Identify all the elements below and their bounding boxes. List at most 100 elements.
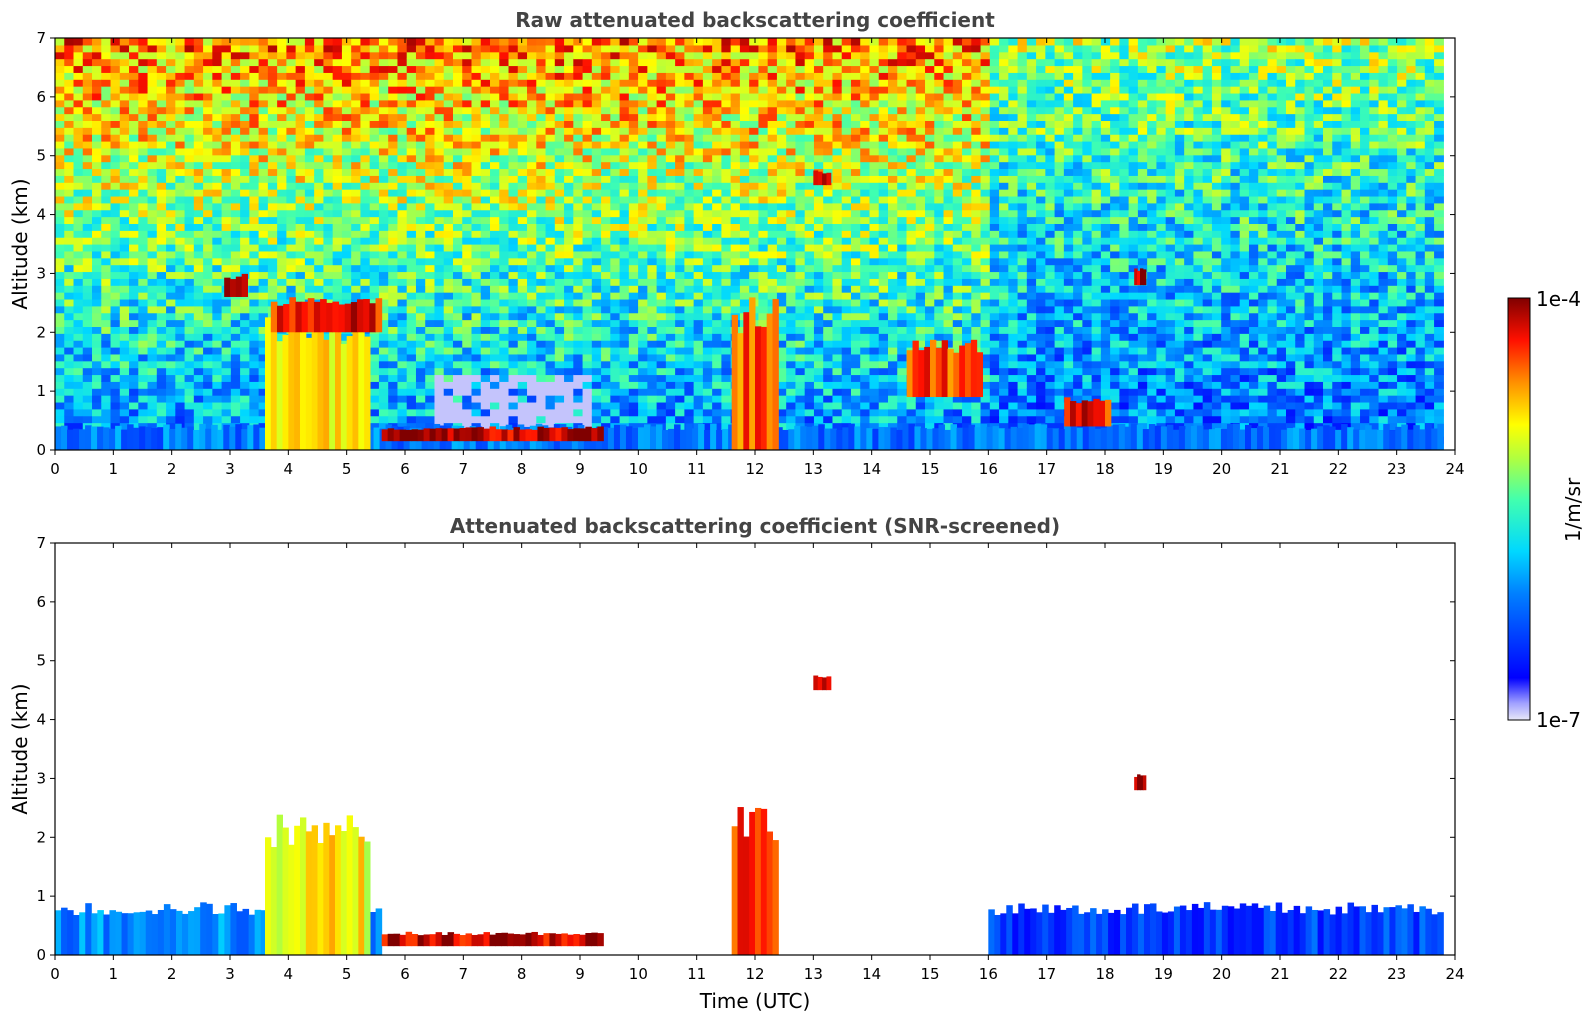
heatmap-cell [480,65,491,73]
heatmap-cell [693,92,704,101]
heatmap-cell [601,141,611,149]
heatmap-cell [277,65,287,73]
heatmap-cell [499,326,510,334]
heatmap-cell [434,367,445,376]
heatmap-cell [119,298,130,307]
heatmap-cell [480,340,491,348]
heatmap-cell [304,264,315,273]
heatmap-cell [64,347,75,355]
heatmap-cell [119,120,130,128]
heatmap-cell [527,381,537,389]
heatmap-cell [527,92,537,101]
heatmap-cell [425,58,436,67]
heatmap-cell [702,415,713,424]
heatmap-cell [499,189,510,197]
heatmap-cell [351,216,362,224]
heatmap-cell [64,381,75,389]
heatmap-cell [119,395,130,403]
heatmap-cell [212,134,223,142]
heatmap-cell [490,298,500,307]
heatmap-cell [110,244,121,252]
heatmap-cell [564,415,574,424]
heatmap-cell [554,415,565,424]
heatmap-cell [166,353,176,362]
heatmap-cell [776,250,787,259]
heatmap-cell [425,202,436,211]
heatmap-cell [397,244,408,252]
heatmap-cell [730,195,741,204]
heatmap-cell [443,312,454,321]
heatmap-cell [536,408,547,417]
heatmap-cell [138,278,149,286]
heatmap-cell [360,202,371,211]
heatmap-cell [314,257,325,266]
heatmap-cell [193,182,204,190]
heatmap-cell [129,347,139,355]
heatmap-cell [184,388,195,396]
heatmap-cell [776,154,787,163]
heatmap-cell [193,347,204,355]
heatmap-cell [749,292,760,300]
heatmap-cell [730,285,741,293]
heatmap-cell [203,223,213,231]
heatmap-cell [304,86,315,94]
heatmap-cell [527,38,537,46]
heatmap-cell [712,271,722,279]
heatmap-cell [378,292,389,300]
heatmap-cell [258,298,269,307]
heatmap-cell [536,79,547,87]
heatmap-cell [166,189,176,197]
heatmap-cell [508,44,519,53]
heatmap-cell [434,271,445,279]
heatmap-cell [369,271,380,279]
heatmap-cell [240,175,250,183]
heatmap-cell [693,175,704,183]
heatmap-cell [332,147,343,156]
heatmap-cell [758,257,769,266]
heatmap-cell [517,244,528,252]
heatmap-cell [786,395,797,403]
heatmap-cell [378,401,389,410]
heatmap-cell [230,99,241,108]
heatmap-cell [184,51,195,60]
heatmap-cell [536,395,547,403]
heatmap-cell [665,106,676,115]
heatmap-cell [490,120,500,128]
heatmap-cell [304,230,315,238]
heatmap-cell [184,292,195,300]
heatmap-cell [425,347,436,355]
heatmap-cell [110,401,121,410]
heatmap-cell [203,395,213,403]
heatmap-cell [129,79,139,87]
heatmap-cell [638,72,648,80]
heatmap-cell [758,147,769,156]
heatmap-cell [527,298,537,307]
heatmap-cell [656,408,667,417]
heatmap-cell [554,72,565,80]
heatmap-cell [249,381,260,389]
heatmap-cell [55,79,65,87]
heatmap-cell [610,408,621,417]
heatmap-cell [138,72,149,80]
heatmap-cell [119,182,130,190]
heatmap-cell [693,141,704,149]
heatmap-cell [434,340,445,348]
heatmap-cell [647,58,658,67]
heatmap-cell [73,106,84,115]
heatmap-cell [156,250,167,259]
heatmap-cell [425,113,436,121]
heatmap-cell [166,285,176,293]
heatmap-cell [749,195,760,204]
heatmap-cell [138,257,149,266]
heatmap-cell [360,237,371,245]
heatmap-cell [397,113,408,121]
heatmap-cell [351,106,362,115]
heatmap-cell [203,257,213,266]
heatmap-cell [795,58,806,67]
heatmap-cell [508,182,519,190]
heatmap-cell [230,401,241,410]
heatmap-cell [286,250,297,259]
heatmap-cell [517,292,528,300]
heatmap-cell [767,106,778,115]
heatmap-cell [351,285,362,293]
